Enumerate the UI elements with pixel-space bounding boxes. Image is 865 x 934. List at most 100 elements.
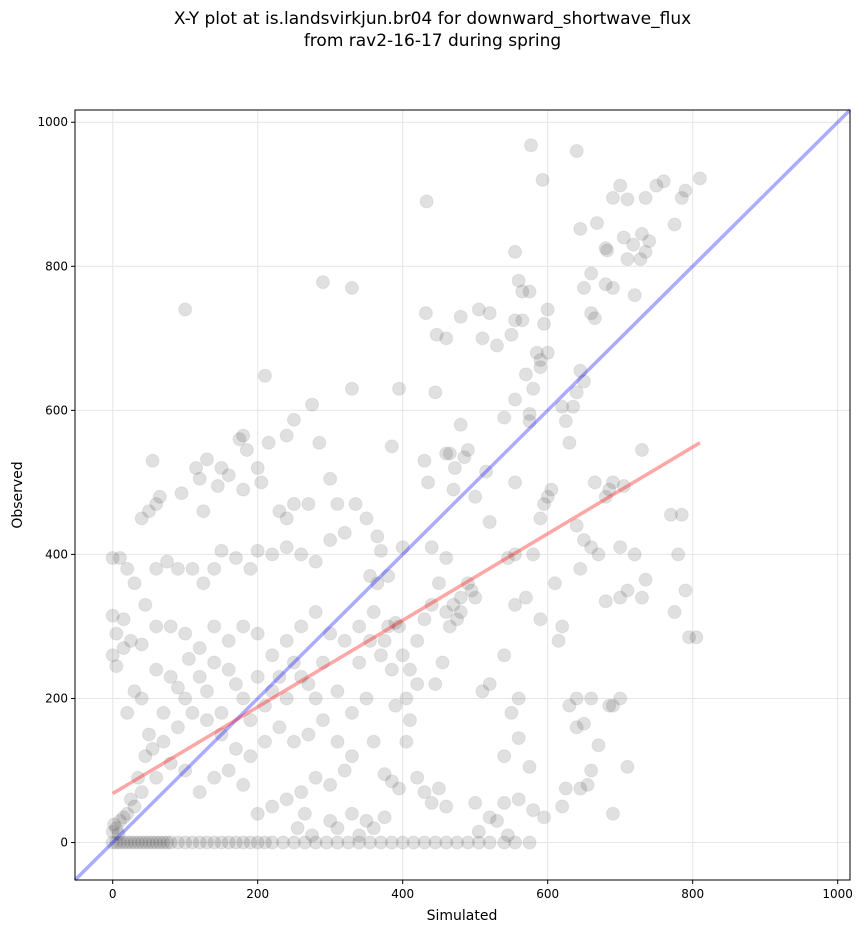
identity-line xyxy=(73,108,852,882)
y-tick-label: 800 xyxy=(45,259,68,273)
scatter-point xyxy=(315,713,330,728)
scatter-point xyxy=(112,835,127,850)
scatter-point xyxy=(272,504,287,519)
scatter-point xyxy=(366,821,381,836)
scatter-point xyxy=(120,835,135,850)
scatter-point xyxy=(573,561,588,576)
scatter-point xyxy=(189,460,204,475)
scatter-point xyxy=(638,244,653,259)
scatter-point xyxy=(185,835,200,850)
scatter-point xyxy=(279,428,294,443)
scatter-point xyxy=(402,713,417,728)
scatter-point xyxy=(620,583,635,598)
scatter-point xyxy=(377,767,392,782)
scatter-point xyxy=(417,612,432,627)
scatter-point xyxy=(315,655,330,670)
scatter-point xyxy=(319,835,334,850)
scatter-point xyxy=(620,192,635,207)
scatter-point xyxy=(359,691,374,706)
scatter-point xyxy=(261,435,276,450)
scatter-point xyxy=(359,511,374,526)
scatter-point xyxy=(363,835,378,850)
scatter-point xyxy=(116,810,131,825)
scatter-point xyxy=(111,826,126,841)
scatter-point xyxy=(257,835,272,850)
scatter-point xyxy=(500,551,515,566)
scatter-point xyxy=(453,590,468,605)
axes-frame xyxy=(74,109,851,881)
scatter-point xyxy=(475,684,490,699)
scatter-point xyxy=(605,475,620,490)
scatter-point xyxy=(131,770,146,785)
scatter-point xyxy=(591,738,606,753)
scatter-point xyxy=(257,698,272,713)
scatter-point xyxy=(236,619,251,634)
scatter-point xyxy=(199,684,214,699)
scatter-point xyxy=(406,835,421,850)
scatter-point xyxy=(399,734,414,749)
scatter-point xyxy=(395,648,410,663)
scatter-point xyxy=(109,821,124,836)
scatter-point xyxy=(540,489,555,504)
scatter-point xyxy=(214,543,229,558)
scatter-point xyxy=(431,576,446,591)
scatter-point xyxy=(257,368,272,383)
scatter-point xyxy=(482,306,497,321)
scatter-point xyxy=(471,302,486,317)
scatter-point xyxy=(547,576,562,591)
scatter-point xyxy=(192,641,207,656)
scatter-point xyxy=(105,551,120,566)
scatter-point xyxy=(214,460,229,475)
scatter-point xyxy=(141,504,156,519)
scatter-point xyxy=(442,619,457,634)
scatter-point xyxy=(105,835,120,850)
scatter-point xyxy=(388,698,403,713)
scatter-point xyxy=(573,781,588,796)
scatter-point xyxy=(580,777,595,792)
scatter-point xyxy=(134,637,149,652)
scatter-point xyxy=(337,525,352,540)
scatter-point xyxy=(279,633,294,648)
scatter-point xyxy=(250,543,265,558)
scatter-point xyxy=(453,309,468,324)
y-axis-label: Observed xyxy=(10,461,26,528)
scatter-point xyxy=(620,252,635,267)
scatter-point xyxy=(439,835,454,850)
scatter-point xyxy=(475,331,490,346)
scatter-point xyxy=(323,533,338,548)
scatter-point xyxy=(120,705,135,720)
scatter-point xyxy=(323,777,338,792)
scatter-point xyxy=(522,284,537,299)
scatter-point xyxy=(112,551,127,566)
scatter-points xyxy=(105,138,707,850)
scatter-point xyxy=(638,190,653,205)
scatter-point xyxy=(286,734,301,749)
scatter-point xyxy=(626,237,641,252)
scatter-point xyxy=(250,460,265,475)
scatter-point xyxy=(573,221,588,236)
scatter-point xyxy=(134,691,149,706)
scatter-point xyxy=(178,626,193,641)
scatter-point xyxy=(424,540,439,555)
scatter-point xyxy=(250,806,265,821)
scatter-point xyxy=(232,432,247,447)
scatter-point xyxy=(163,669,178,684)
scatter-point xyxy=(265,799,280,814)
scatter-point xyxy=(152,489,167,504)
scatter-point xyxy=(424,795,439,810)
scatter-point xyxy=(199,713,214,728)
scatter-point xyxy=(160,835,175,850)
scatter-point xyxy=(192,471,207,486)
scatter-point xyxy=(689,630,704,645)
scatter-point xyxy=(207,619,222,634)
scatter-point xyxy=(613,178,628,193)
scatter-point xyxy=(418,306,433,321)
scatter-point xyxy=(228,741,243,756)
scatter-point xyxy=(265,684,280,699)
scatter-point xyxy=(221,835,236,850)
scatter-point xyxy=(107,817,122,832)
scatter-point xyxy=(450,835,465,850)
grid xyxy=(75,110,850,880)
scatter-point xyxy=(402,662,417,677)
